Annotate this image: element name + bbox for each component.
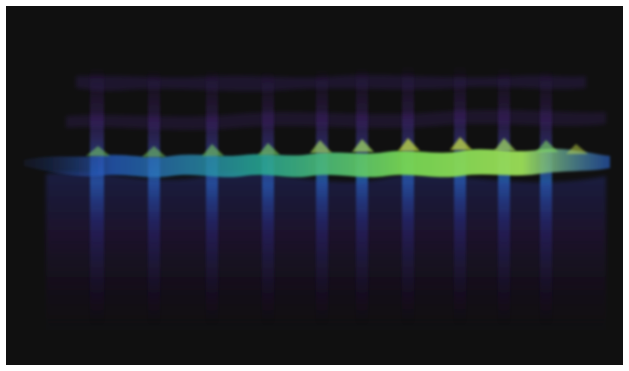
image-frame <box>6 6 623 365</box>
spectrogram-visual <box>6 6 623 365</box>
